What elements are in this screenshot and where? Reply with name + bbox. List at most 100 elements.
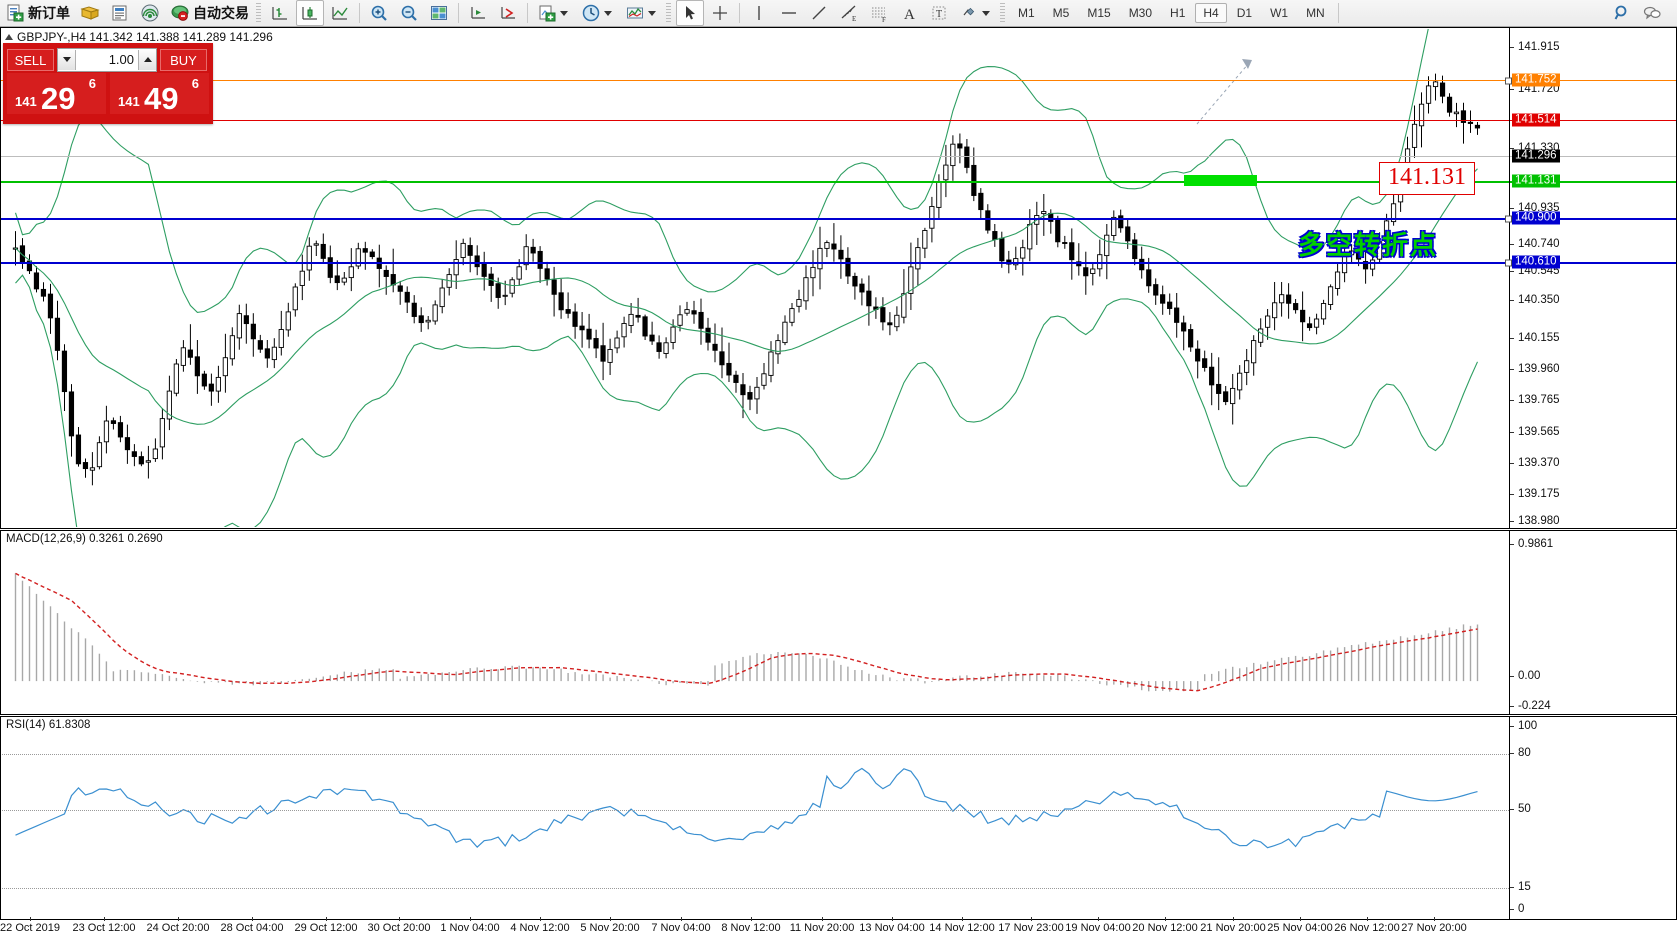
toolbar-grip-3[interactable] xyxy=(1000,2,1005,24)
time-axis-label: 17 Nov 23:00 xyxy=(998,922,1064,934)
tab-timeframe-m5[interactable]: M5 xyxy=(1052,6,1070,20)
time-axis-label: 24 Oct 20:00 xyxy=(146,922,210,934)
price-axis[interactable]: 141.915 141.720 141.330 140.935 140.740 … xyxy=(1505,28,1676,528)
sell-button[interactable]: SELL xyxy=(7,48,54,71)
price-plot-area[interactable] xyxy=(2,29,1509,527)
trendline-button[interactable] xyxy=(805,0,833,26)
zoom-in-button[interactable] xyxy=(365,0,393,26)
macd-indicator-panel[interactable]: MACD(12,26,9) 0.3261 0.2690 0.9861 0.00 … xyxy=(0,530,1677,715)
macd-histogram-svg xyxy=(14,572,1479,692)
time-axis-label: 21 Nov 20:00 xyxy=(1200,922,1266,934)
tab-timeframe-m30[interactable]: M30 xyxy=(1128,6,1153,20)
period-button[interactable] xyxy=(577,0,619,26)
svg-text:F: F xyxy=(882,16,886,23)
time-tick xyxy=(252,917,253,921)
tab-timeframe-m15[interactable]: M15 xyxy=(1087,6,1111,20)
chat-button[interactable] xyxy=(1638,0,1666,26)
price-label-140-900[interactable]: 140.900 xyxy=(1505,211,1560,225)
horizontal-line-icon xyxy=(779,3,799,23)
volume-down-button[interactable] xyxy=(58,49,76,70)
time-tick xyxy=(1031,917,1032,921)
tab-timeframe-h4[interactable]: H4 xyxy=(1195,3,1227,23)
rsi-indicator-panel[interactable]: RSI(14) 61.8308 100 80 50 15 0 xyxy=(0,716,1677,920)
crosshair-button[interactable] xyxy=(706,0,734,26)
price-label-141-514[interactable]: 141.514 xyxy=(1512,113,1560,127)
level-handle-icon[interactable] xyxy=(1505,215,1512,222)
tab-timeframe-h1[interactable]: H1 xyxy=(1170,6,1186,20)
zoom-out-button[interactable] xyxy=(395,0,423,26)
price-label-141-131[interactable]: 141.131 xyxy=(1512,174,1560,188)
indicator-dropdown-caret[interactable] xyxy=(648,10,656,16)
fibonacci-button[interactable]: F xyxy=(865,0,893,26)
level-line-140-610[interactable] xyxy=(1,262,1676,264)
text-button[interactable]: A xyxy=(895,0,923,26)
price-label-text: 140.900 xyxy=(1515,211,1557,224)
time-axis-label: 19 Nov 04:00 xyxy=(1065,922,1131,934)
rsi-gridline-80 xyxy=(2,754,1509,755)
shift-end-button[interactable] xyxy=(494,0,522,26)
level-line-141-752[interactable] xyxy=(1,80,1676,81)
price-chart-panel[interactable]: GBPJPY-,H4 141.342 141.388 141.289 141.2… xyxy=(0,27,1677,529)
rsi-tick: 100 xyxy=(1510,720,1537,732)
period-icon xyxy=(581,3,601,23)
price-tick: 139.370 xyxy=(1510,457,1560,469)
search-button[interactable] xyxy=(1608,0,1636,26)
rsi-plot-area[interactable] xyxy=(2,718,1509,918)
turning-point-annotation[interactable]: 多空转折点 xyxy=(1298,231,1439,261)
trendline-icon xyxy=(809,3,829,23)
autotrading-button[interactable]: 自动交易 xyxy=(166,0,253,26)
buy-button[interactable]: BUY xyxy=(160,48,207,71)
tab-timeframe-d1[interactable]: D1 xyxy=(1236,6,1253,20)
level-handle-icon[interactable] xyxy=(1505,77,1512,84)
cursor-icon xyxy=(680,3,700,23)
tab-timeframe-w1[interactable]: W1 xyxy=(1270,6,1289,20)
price-callout-box[interactable]: 141.131 xyxy=(1379,162,1475,195)
level-line-141-131[interactable] xyxy=(1,181,1676,183)
volume-stepper[interactable]: 1.00 xyxy=(57,47,157,72)
price-tick: 139.765 xyxy=(1510,394,1560,406)
tab-timeframe-m1[interactable]: M1 xyxy=(1018,6,1035,20)
buy-price-display[interactable]: 141 49 6 xyxy=(110,73,209,115)
vertical-line-button[interactable] xyxy=(745,0,773,26)
candlestick-chart-button[interactable] xyxy=(296,0,324,26)
tab-timeframe-mn[interactable]: MN xyxy=(1306,6,1325,20)
indicator-button[interactable] xyxy=(621,0,663,26)
period-dropdown-caret[interactable] xyxy=(604,10,612,16)
price-label-140-610[interactable]: 140.610 xyxy=(1505,255,1560,269)
template-dropdown-caret[interactable] xyxy=(560,10,568,16)
cursor-button[interactable] xyxy=(676,0,704,26)
data-window-button[interactable] xyxy=(425,0,453,26)
rsi-axis[interactable]: 100 80 50 15 0 xyxy=(1509,717,1676,919)
macd-axis[interactable]: 0.9861 0.00 -0.224 xyxy=(1509,531,1676,714)
label-button[interactable]: T xyxy=(925,0,953,26)
volume-up-button[interactable] xyxy=(138,49,156,70)
level-line-140-900[interactable] xyxy=(1,218,1676,220)
template-button[interactable] xyxy=(533,0,575,26)
news-button[interactable] xyxy=(106,0,134,26)
bar-chart-button[interactable] xyxy=(266,0,294,26)
toolbar-divider-4 xyxy=(739,3,740,23)
toolbar-grip[interactable] xyxy=(256,2,261,24)
collapse-triangle-icon[interactable] xyxy=(5,34,13,40)
shift-start-button[interactable] xyxy=(464,0,492,26)
level-handle-icon[interactable] xyxy=(1505,259,1512,266)
new-order-button[interactable]: 新订单 xyxy=(1,0,74,26)
line-chart-button[interactable] xyxy=(326,0,354,26)
volume-input[interactable]: 1.00 xyxy=(76,52,138,67)
elliott-wave-button[interactable]: E xyxy=(835,0,863,26)
macd-plot-area[interactable] xyxy=(2,532,1509,713)
objects-button[interactable] xyxy=(955,0,997,26)
price-label-141-296-current[interactable]: 141.296 xyxy=(1512,149,1560,163)
chart-workspace[interactable]: GBPJPY-,H4 141.342 141.388 141.289 141.2… xyxy=(0,27,1677,950)
toolbar-grip-2[interactable] xyxy=(666,2,671,24)
sell-price-display[interactable]: 141 29 6 xyxy=(7,73,106,115)
price-label-141-752[interactable]: 141.752 xyxy=(1505,73,1560,87)
folder-button[interactable] xyxy=(76,0,104,26)
level-line-141-514[interactable] xyxy=(1,120,1676,121)
time-axis[interactable]: 22 Oct 2019 23 Oct 12:00 24 Oct 20:00 28 Oc… xyxy=(0,917,1677,950)
signal-button[interactable] xyxy=(136,0,164,26)
rsi-gridline-15 xyxy=(2,888,1509,889)
objects-dropdown-caret[interactable] xyxy=(982,10,990,16)
one-click-trading-panel[interactable]: SELL 1.00 BUY 141 29 6 141 49 6 xyxy=(3,43,213,124)
horizontal-line-button[interactable] xyxy=(775,0,803,26)
